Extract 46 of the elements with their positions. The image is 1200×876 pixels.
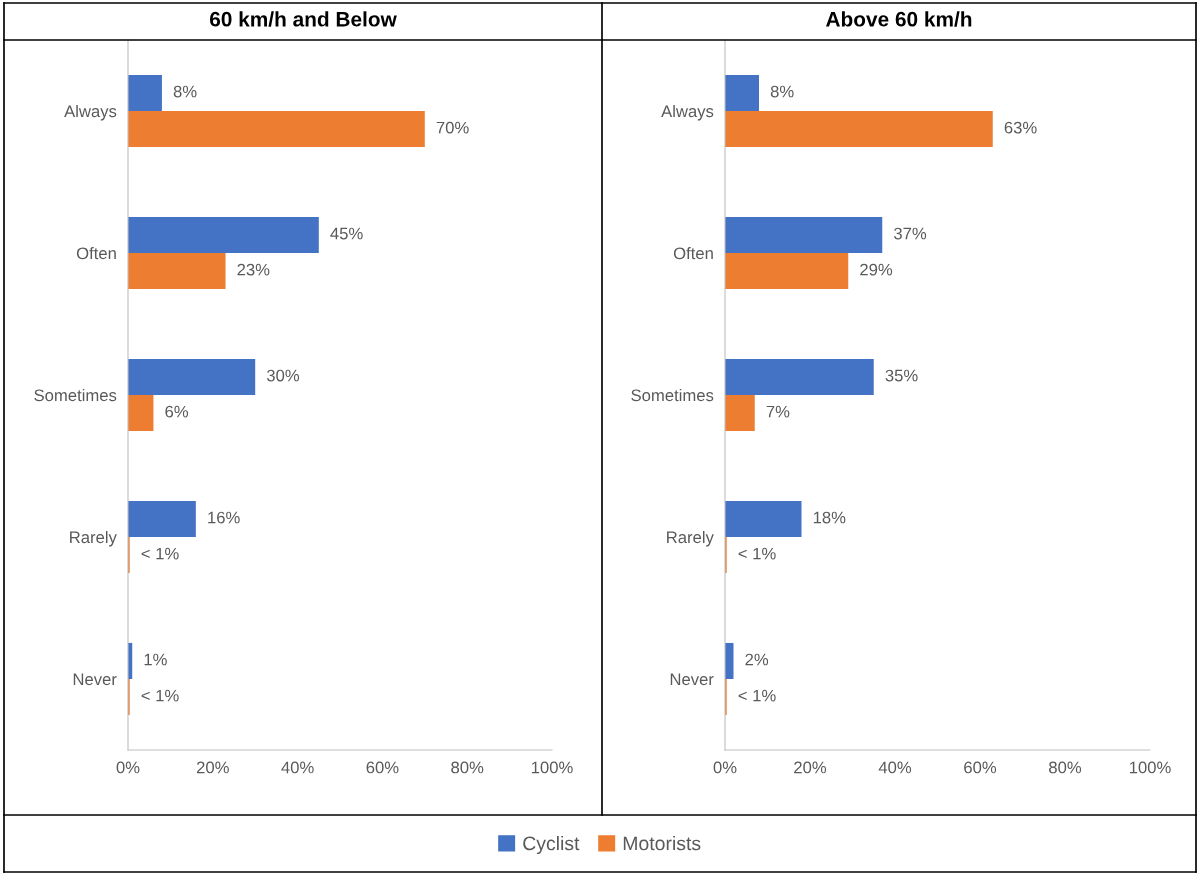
data-label: 37% bbox=[894, 227, 927, 240]
x-tick-label: 80% bbox=[1049, 761, 1082, 774]
data-label: 70% bbox=[436, 121, 469, 134]
data-label: 18% bbox=[813, 511, 846, 524]
x-tick-label: 60% bbox=[964, 761, 997, 774]
x-tick-label: 40% bbox=[281, 761, 314, 774]
y-tick-label: Rarely bbox=[667, 530, 714, 547]
data-label: 23% bbox=[237, 263, 270, 276]
data-label: 1% bbox=[144, 653, 167, 666]
data-label: < 1% bbox=[738, 689, 776, 702]
x-tick-label: 100% bbox=[1129, 761, 1171, 774]
data-label: < 1% bbox=[141, 547, 179, 560]
data-label: 30% bbox=[266, 369, 300, 382]
data-label: 29% bbox=[860, 263, 893, 276]
x-tick-label: 60% bbox=[366, 761, 399, 774]
data-label: 7% bbox=[766, 405, 790, 418]
data-label: 45% bbox=[330, 227, 363, 240]
x-tick-label: 100% bbox=[531, 761, 573, 774]
data-label: 2% bbox=[745, 653, 769, 666]
data-label: < 1% bbox=[141, 689, 179, 702]
x-tick-label: 0% bbox=[116, 761, 140, 774]
x-tick-label: 0% bbox=[713, 761, 737, 774]
data-label: 16% bbox=[208, 511, 240, 524]
legend-label: Motorists bbox=[623, 835, 701, 851]
legend-label: Cyclist bbox=[523, 835, 580, 855]
x-tick-label: 40% bbox=[878, 761, 912, 774]
y-tick-label: Sometimes bbox=[34, 388, 117, 402]
data-label: 35% bbox=[885, 369, 918, 382]
chart-title: Above 60 km/h bbox=[826, 11, 972, 27]
data-label: 6% bbox=[165, 405, 189, 418]
data-label: 63% bbox=[1004, 121, 1037, 134]
data-label: < 1% bbox=[738, 547, 776, 560]
y-tick-label: Always bbox=[661, 104, 714, 121]
x-tick-label: 20% bbox=[794, 761, 827, 774]
y-tick-label: Often bbox=[673, 246, 713, 260]
data-label: 8% bbox=[173, 85, 197, 98]
y-tick-label: Always bbox=[64, 104, 117, 121]
y-tick-label: Sometimes bbox=[631, 388, 714, 402]
x-tick-label: 20% bbox=[196, 761, 229, 774]
x-tick-label: 80% bbox=[451, 761, 484, 774]
y-tick-label: Often bbox=[76, 246, 116, 260]
y-tick-label: Never bbox=[73, 673, 117, 686]
y-tick-label: Rarely bbox=[70, 530, 117, 547]
chart-title: 60 km/h and Below bbox=[209, 11, 397, 27]
y-tick-label: Never bbox=[670, 673, 714, 686]
data-label: 8% bbox=[770, 85, 794, 98]
